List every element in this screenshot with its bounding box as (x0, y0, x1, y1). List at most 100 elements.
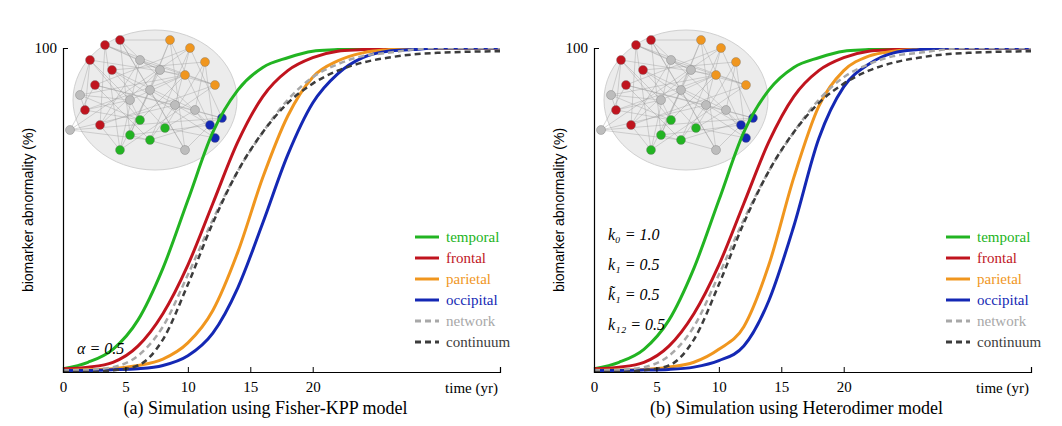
brain-edge (195, 62, 205, 110)
x-tick-mark (719, 367, 720, 372)
brain-node (697, 36, 706, 45)
brain-edge (130, 135, 185, 150)
brain-edge (120, 60, 140, 150)
x-tick-mark (250, 367, 251, 372)
series-line (63, 48, 500, 370)
x-tick-label: 20 (837, 379, 852, 395)
brain-edge (706, 105, 753, 118)
brain-edge (681, 90, 716, 150)
y-tick: 100 (35, 40, 69, 56)
brain-edge (616, 110, 671, 120)
brain-edge (205, 62, 215, 138)
brain-edge (100, 125, 120, 150)
series-line (63, 48, 500, 369)
panel-title: (b) Simulation using Heterodimer model (650, 398, 943, 419)
legend-label: network (446, 313, 496, 329)
brain-edge (611, 95, 661, 100)
y-tick-label: 100 (566, 40, 589, 56)
x-axis-line (595, 367, 1032, 373)
brain-edge (70, 85, 95, 130)
brain-node (171, 101, 180, 110)
x-tick-mark (844, 367, 845, 372)
x-axis: 05101520 (60, 367, 501, 395)
brain-node (657, 131, 666, 140)
brain-node (657, 96, 666, 105)
y-axis: 100 (566, 40, 600, 372)
annotation: k₁ = 0.5 (608, 256, 659, 273)
legend-swatch (946, 341, 970, 344)
brain-node (76, 91, 85, 100)
brain-edge (726, 62, 736, 110)
brain-edge (165, 110, 195, 128)
brain-inset (66, 30, 238, 170)
x-tick-label: 15 (243, 379, 258, 395)
brain-outline (604, 30, 768, 170)
annotation: k̃₁ = 0.5 (608, 286, 659, 303)
x-tick: 10 (712, 367, 727, 395)
brain-node (201, 58, 210, 67)
legend-label: parietal (446, 271, 491, 287)
legend-label: frontal (446, 250, 486, 266)
brain-node (712, 71, 721, 80)
brain-edge (120, 40, 210, 125)
panel-title: (a) Simulation using Fisher-KPP model (124, 398, 408, 419)
brain-outline (73, 30, 237, 170)
brain-edge (100, 60, 140, 125)
brain-node (211, 81, 220, 90)
legend-swatch (946, 320, 970, 323)
brain-edge (130, 125, 210, 135)
brain-edge (130, 75, 185, 100)
brain-node (116, 146, 125, 155)
brain-node (101, 41, 110, 50)
series-line (63, 48, 500, 370)
brain-edge (80, 60, 90, 95)
x-tick: 5 (653, 367, 661, 395)
brain-node (146, 86, 155, 95)
brain-edge (661, 75, 716, 100)
brain-edge (611, 75, 716, 95)
brain-edge (70, 130, 150, 140)
x-tick-mark (313, 367, 314, 372)
series-line (594, 48, 1031, 370)
brain-node (667, 116, 676, 125)
brain-edge (120, 40, 170, 41)
x-tick: 15 (243, 367, 258, 395)
brain-edge (631, 125, 651, 150)
brain-edges (70, 40, 222, 150)
brain-edge (150, 40, 170, 90)
brain-node (647, 146, 656, 155)
y-tick-label: 100 (35, 40, 58, 56)
brain-edge (721, 48, 753, 118)
legend-swatch (415, 299, 439, 302)
brain-node (692, 124, 701, 133)
brain-edge (175, 105, 222, 118)
brain-edge (681, 40, 701, 90)
brain-node (66, 126, 75, 135)
x-tick-label: 5 (122, 379, 130, 395)
brain-edge (696, 62, 736, 128)
y-axis-line (64, 49, 69, 373)
y-tick-mark (63, 48, 68, 49)
brain-node (722, 106, 731, 115)
x-tick-mark (656, 367, 657, 372)
panel: 05101520time (yr) 100 biomarker abnormalit… (20, 30, 510, 419)
x-tick-label: 0 (591, 379, 599, 395)
brain-edge (611, 60, 621, 95)
brain-node (622, 81, 631, 90)
brain-edge (661, 125, 741, 135)
x-axis-title: time (yr) (976, 380, 1029, 397)
y-axis-title: biomarker abnormality (%) (20, 128, 36, 292)
brain-node (161, 124, 170, 133)
brain-edge (616, 60, 621, 110)
brain-edge (601, 48, 721, 130)
annotation: α = 0.5 (77, 340, 124, 357)
series-line (594, 51, 1031, 372)
brain-node (136, 56, 145, 65)
brain-edge (80, 75, 185, 95)
legend-label: temporal (446, 229, 499, 245)
panel: 05101520time (yr)100biomarker abnormalit… (551, 30, 1041, 419)
brain-node (136, 116, 145, 125)
legend-swatch (415, 320, 439, 323)
brain-edge (651, 40, 716, 150)
x-axis-title: time (yr) (445, 380, 498, 397)
